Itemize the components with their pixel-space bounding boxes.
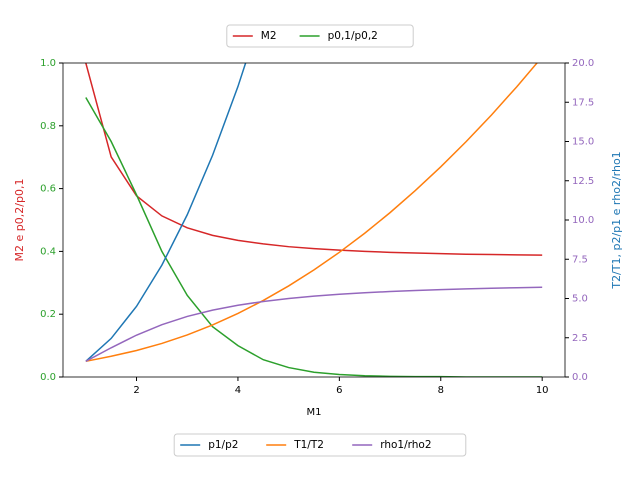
- y-axis-label: M2 e p0,2/p0,1: [13, 179, 26, 262]
- legend-label: p0,1/p0,2: [328, 30, 378, 42]
- y-tick-label: 0.2: [40, 309, 56, 320]
- y-tick-label: 0.6: [40, 184, 56, 195]
- y2-tick-label: 0.0: [572, 372, 588, 383]
- legend-label: rho1/rho2: [380, 439, 431, 451]
- x-tick-label: 4: [235, 385, 241, 396]
- legend-label: T1/T2: [293, 439, 324, 451]
- y2-tick-label: 7.5: [572, 254, 588, 265]
- y2-tick-label: 5.0: [572, 294, 588, 305]
- legend-box: [226, 24, 414, 48]
- series-line: [85, 97, 543, 377]
- series-line: [85, 63, 543, 256]
- x-tick-label: 10: [536, 385, 549, 396]
- x-tick-label: 8: [438, 385, 444, 396]
- series-line: [85, 63, 247, 362]
- y2-tick-label: 17.5: [572, 97, 594, 108]
- y2-tick-label: 10.0: [572, 215, 594, 226]
- y2-tick-label: 15.0: [572, 137, 594, 148]
- y2-axis-label: T2/T1, p2/p1 e rho2/rho1: [610, 151, 623, 289]
- axes-frame: [62, 62, 566, 378]
- y-tick-label: 0.8: [40, 121, 56, 132]
- legend-label: p1/p2: [208, 439, 238, 451]
- x-axis-label: M1: [307, 407, 322, 418]
- x-tick-label: 2: [133, 385, 139, 396]
- x-tick-label: 6: [336, 385, 342, 396]
- y-tick-label: 0.4: [40, 246, 56, 257]
- legend-box: [173, 433, 467, 457]
- y-tick-label: 0.0: [40, 372, 56, 383]
- plot-area: [85, 63, 543, 377]
- series-line: [85, 286, 543, 362]
- legend-label: M2: [261, 30, 277, 42]
- y2-tick-label: 12.5: [572, 176, 594, 187]
- series-line: [85, 63, 538, 363]
- y2-tick-label: 20.0: [572, 58, 594, 69]
- y-tick-label: 1.0: [40, 58, 56, 69]
- y2-tick-label: 2.5: [572, 333, 588, 344]
